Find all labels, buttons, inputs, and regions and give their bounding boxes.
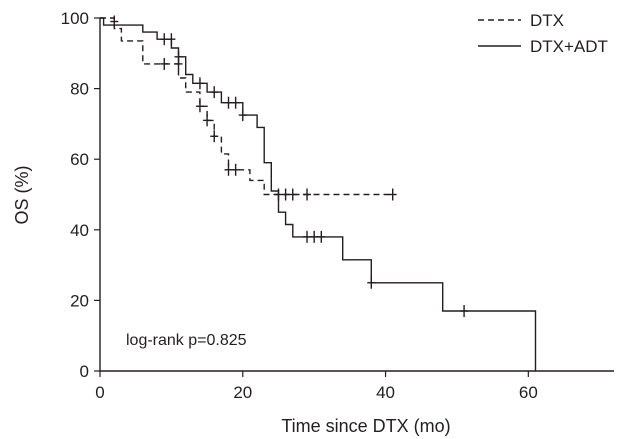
y-axis-title: OS (%) [12, 165, 32, 224]
y-tick-label: 0 [80, 362, 89, 381]
legend: DTX DTX+ADT [478, 11, 608, 56]
x-tick-label: 0 [95, 383, 104, 402]
logrank-annotation: log-rank p=0.825 [126, 332, 247, 349]
legend-label: DTX [530, 11, 564, 30]
legend-label: DTX+ADT [530, 37, 608, 56]
y-tick-label: 100 [61, 9, 89, 28]
y-axis-title-group: OS (%) [12, 165, 32, 224]
x-axis-title: Time since DTX (mo) [281, 416, 450, 436]
y-tick-label: 40 [70, 221, 89, 240]
series-layer [100, 15, 537, 371]
survival-curve-dtx [100, 17, 393, 196]
x-tick-label: 20 [233, 383, 252, 402]
y-tick-label: 80 [70, 80, 89, 99]
x-tick-label: 40 [376, 383, 395, 402]
y-tick-label: 60 [70, 150, 89, 169]
y-tick-label: 20 [70, 291, 89, 310]
x-tick-label: 60 [519, 383, 538, 402]
axes: 0 20 40 60 0 20 40 60 80 100 [61, 9, 614, 402]
